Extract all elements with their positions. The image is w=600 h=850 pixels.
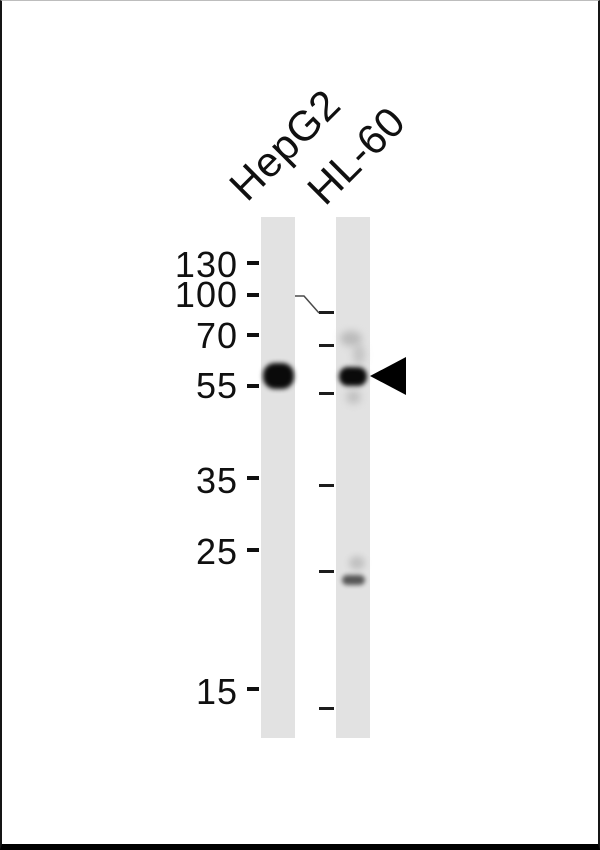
mw-tick-130 [247,261,259,265]
gel-lane-hepg2 [261,217,295,738]
band-indicator-arrow-icon [370,357,406,395]
mw-label-15: 15 [195,671,238,712]
mid-tick-35 [319,484,334,487]
faint-smudge [346,390,361,404]
mw-tick-70 [247,333,259,337]
band-hepg2-strong [263,363,294,389]
scratch-artifact-line [295,295,320,314]
mid-tick-100 [319,311,334,314]
mid-tick-15 [319,707,334,710]
mw-label-70: 70 [195,315,238,356]
band-hl60-strong [339,367,367,386]
faint-smudge [340,331,362,346]
mw-tick-35 [247,476,259,480]
faint-smudge [353,344,365,365]
mw-tick-55 [247,384,259,388]
mw-label-25: 25 [195,531,238,572]
gel-lane-hl60 [336,217,370,738]
mid-tick-55 [319,392,334,395]
faint-smudge [349,556,365,570]
mid-tick-70 [319,344,334,347]
mw-label-100: 100 [174,274,238,315]
mw-label-130: 130 [174,244,238,285]
mw-label-35: 35 [195,460,238,501]
mw-label-55: 55 [195,365,238,406]
mw-tick-25 [247,548,259,552]
mw-tick-100 [247,293,259,297]
band-hl60-weak-low [342,575,365,585]
mid-tick-25 [319,570,334,573]
mw-tick-15 [247,687,259,691]
